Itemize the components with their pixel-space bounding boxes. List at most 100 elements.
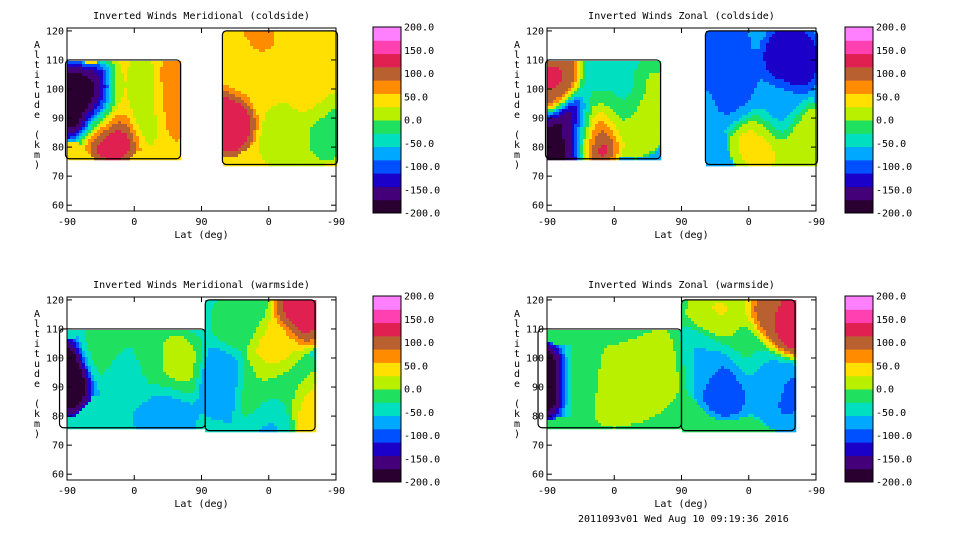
contour-cell (595, 100, 598, 103)
contour-cell (268, 139, 271, 142)
contour-cell (223, 97, 226, 100)
contour-cell (88, 64, 91, 67)
contour-cell (88, 82, 91, 85)
contour-cell (238, 52, 241, 55)
contour-cell (568, 79, 571, 82)
contour-cell (268, 109, 271, 112)
contour-cell (88, 73, 91, 76)
contour-cell (142, 130, 145, 133)
contour-cell (724, 88, 727, 91)
contour-cell (319, 103, 322, 106)
contour-cell (256, 91, 259, 94)
contour-cell (727, 43, 730, 46)
contour-cell (154, 70, 157, 73)
contour-cell (121, 64, 124, 67)
contour-cell (103, 70, 106, 73)
contour-cell (742, 109, 745, 112)
contour-cell (322, 43, 325, 46)
contour-cell (640, 64, 643, 67)
contour-cell (244, 106, 247, 109)
contour-cell (574, 106, 577, 109)
contour-cell (94, 142, 97, 145)
contour-cell (88, 148, 91, 151)
contour-cell (631, 145, 634, 148)
contour-cell (745, 70, 748, 73)
contour-cell (223, 103, 226, 106)
contour-cell (607, 136, 610, 139)
contour-cell (85, 109, 88, 112)
contour-cell (316, 124, 319, 127)
contour-cell (118, 100, 121, 103)
contour-cell (310, 52, 313, 55)
contour-cell (121, 145, 124, 148)
contour-cell (124, 154, 127, 157)
contour-cell (586, 97, 589, 100)
contour-cell (277, 118, 280, 121)
contour-cell (721, 58, 724, 61)
contour-cell (721, 34, 724, 37)
contour-cell (112, 82, 115, 85)
contour-cell (610, 112, 613, 115)
contour-cell (574, 97, 577, 100)
contour-cell (616, 133, 619, 136)
contour-cell (136, 121, 139, 124)
contour-cell (625, 91, 628, 94)
contour-cell (136, 115, 139, 118)
contour-cell (742, 37, 745, 40)
contour-cell (598, 85, 601, 88)
contour-cell (739, 88, 742, 91)
contour-cell (109, 148, 112, 151)
contour-cell (289, 148, 292, 151)
contour-cell (259, 100, 262, 103)
contour-cell (127, 94, 130, 97)
contour-cell (106, 67, 109, 70)
contour-cell (319, 154, 322, 157)
contour-cell (298, 76, 301, 79)
contour-cell (556, 76, 559, 79)
colorbar-label: -100.0 (404, 162, 440, 173)
contour-cell (331, 148, 334, 151)
contour-cell (616, 97, 619, 100)
contour-cell (316, 130, 319, 133)
contour-cell (601, 79, 604, 82)
contour-cell (124, 79, 127, 82)
contour-cell (622, 133, 625, 136)
contour-cell (307, 139, 310, 142)
contour-cell (73, 79, 76, 82)
contour-cell (259, 106, 262, 109)
contour-cell (322, 91, 325, 94)
contour-cell (607, 76, 610, 79)
contour-cell (556, 88, 559, 91)
colorbar-swatch (373, 186, 401, 200)
contour-cell (565, 130, 568, 133)
contour-cell (73, 88, 76, 91)
contour-cell (121, 121, 124, 124)
contour-cell (253, 151, 256, 154)
contour-cell (604, 139, 607, 142)
contour-cell (313, 124, 316, 127)
contour-cell (166, 136, 169, 139)
contour-cell (718, 49, 721, 52)
contour-cell (259, 85, 262, 88)
contour-cell (238, 160, 241, 163)
contour-cell (166, 115, 169, 118)
contour-cell (103, 124, 106, 127)
contour-cell (250, 124, 253, 127)
contour-cell (307, 121, 310, 124)
contour-cell (580, 133, 583, 136)
contour-cell (706, 97, 709, 100)
contour-cell (88, 130, 91, 133)
contour-cell (580, 88, 583, 91)
contour-cell (748, 82, 751, 85)
contour-cell (550, 106, 553, 109)
colorbar-swatch (373, 120, 401, 134)
contour-cell (304, 127, 307, 130)
contour-cell (154, 142, 157, 145)
contour-cell (265, 94, 268, 97)
contour-cell (223, 46, 226, 49)
contour-cell (628, 91, 631, 94)
contour-cell (652, 118, 655, 121)
contour-cell (589, 67, 592, 70)
contour-cell (307, 115, 310, 118)
contour-cell (739, 91, 742, 94)
